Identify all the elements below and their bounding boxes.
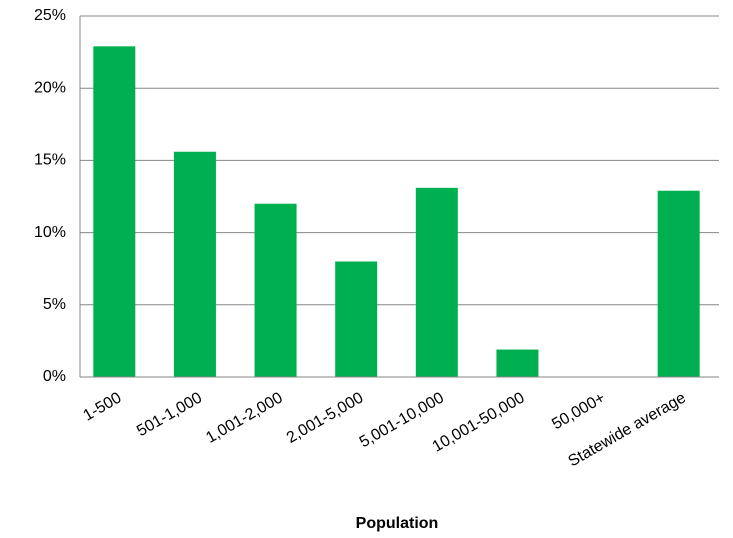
y-tick-label: 0%	[43, 368, 66, 385]
x-tick-label: 501-1,000	[134, 389, 205, 440]
x-axis-title: Population	[356, 515, 439, 532]
x-tick-label: 1,001-2,000	[203, 389, 286, 446]
y-tick-label: 10%	[34, 224, 66, 241]
y-tick-label: 5%	[43, 296, 66, 313]
bar	[335, 261, 378, 377]
bar	[93, 46, 136, 377]
x-tick-label: 10,001-50,000	[430, 389, 528, 455]
bar	[173, 151, 216, 377]
x-tick-label: 2,001-5,000	[284, 389, 367, 446]
x-tick-label: 1-500	[80, 389, 124, 424]
y-tick-label: 20%	[34, 79, 66, 96]
bar	[496, 349, 539, 377]
bar	[254, 203, 297, 377]
x-tick-label: 50,000+	[549, 389, 608, 433]
bar	[415, 187, 458, 377]
y-tick-label: 25%	[34, 7, 66, 24]
bar	[657, 190, 700, 377]
y-tick-label: 15%	[34, 152, 66, 169]
